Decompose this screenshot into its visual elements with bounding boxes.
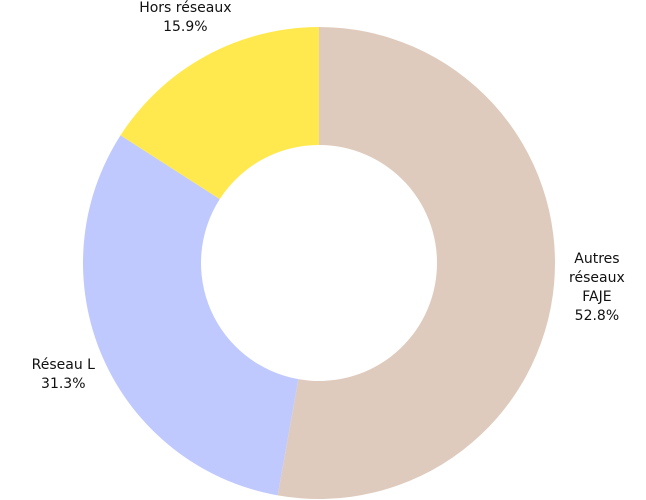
slice-label: Réseau L 31.3% bbox=[32, 356, 95, 394]
slice-label: Autres réseaux FAJE 52.8% bbox=[564, 250, 630, 326]
category-label: Hors réseaux bbox=[139, 0, 232, 17]
value-label: 15.9% bbox=[163, 19, 208, 36]
donut-slice bbox=[120, 27, 319, 200]
donut-slice bbox=[277, 27, 556, 499]
category-label: Autres réseaux FAJE bbox=[569, 250, 625, 305]
value-label: 52.8% bbox=[574, 307, 620, 324]
slice-label: Hors réseaux 15.9% bbox=[139, 0, 231, 37]
category-label: Réseau L bbox=[31, 356, 95, 373]
donut-slice bbox=[82, 135, 299, 496]
value-label: 31.3% bbox=[41, 375, 86, 392]
